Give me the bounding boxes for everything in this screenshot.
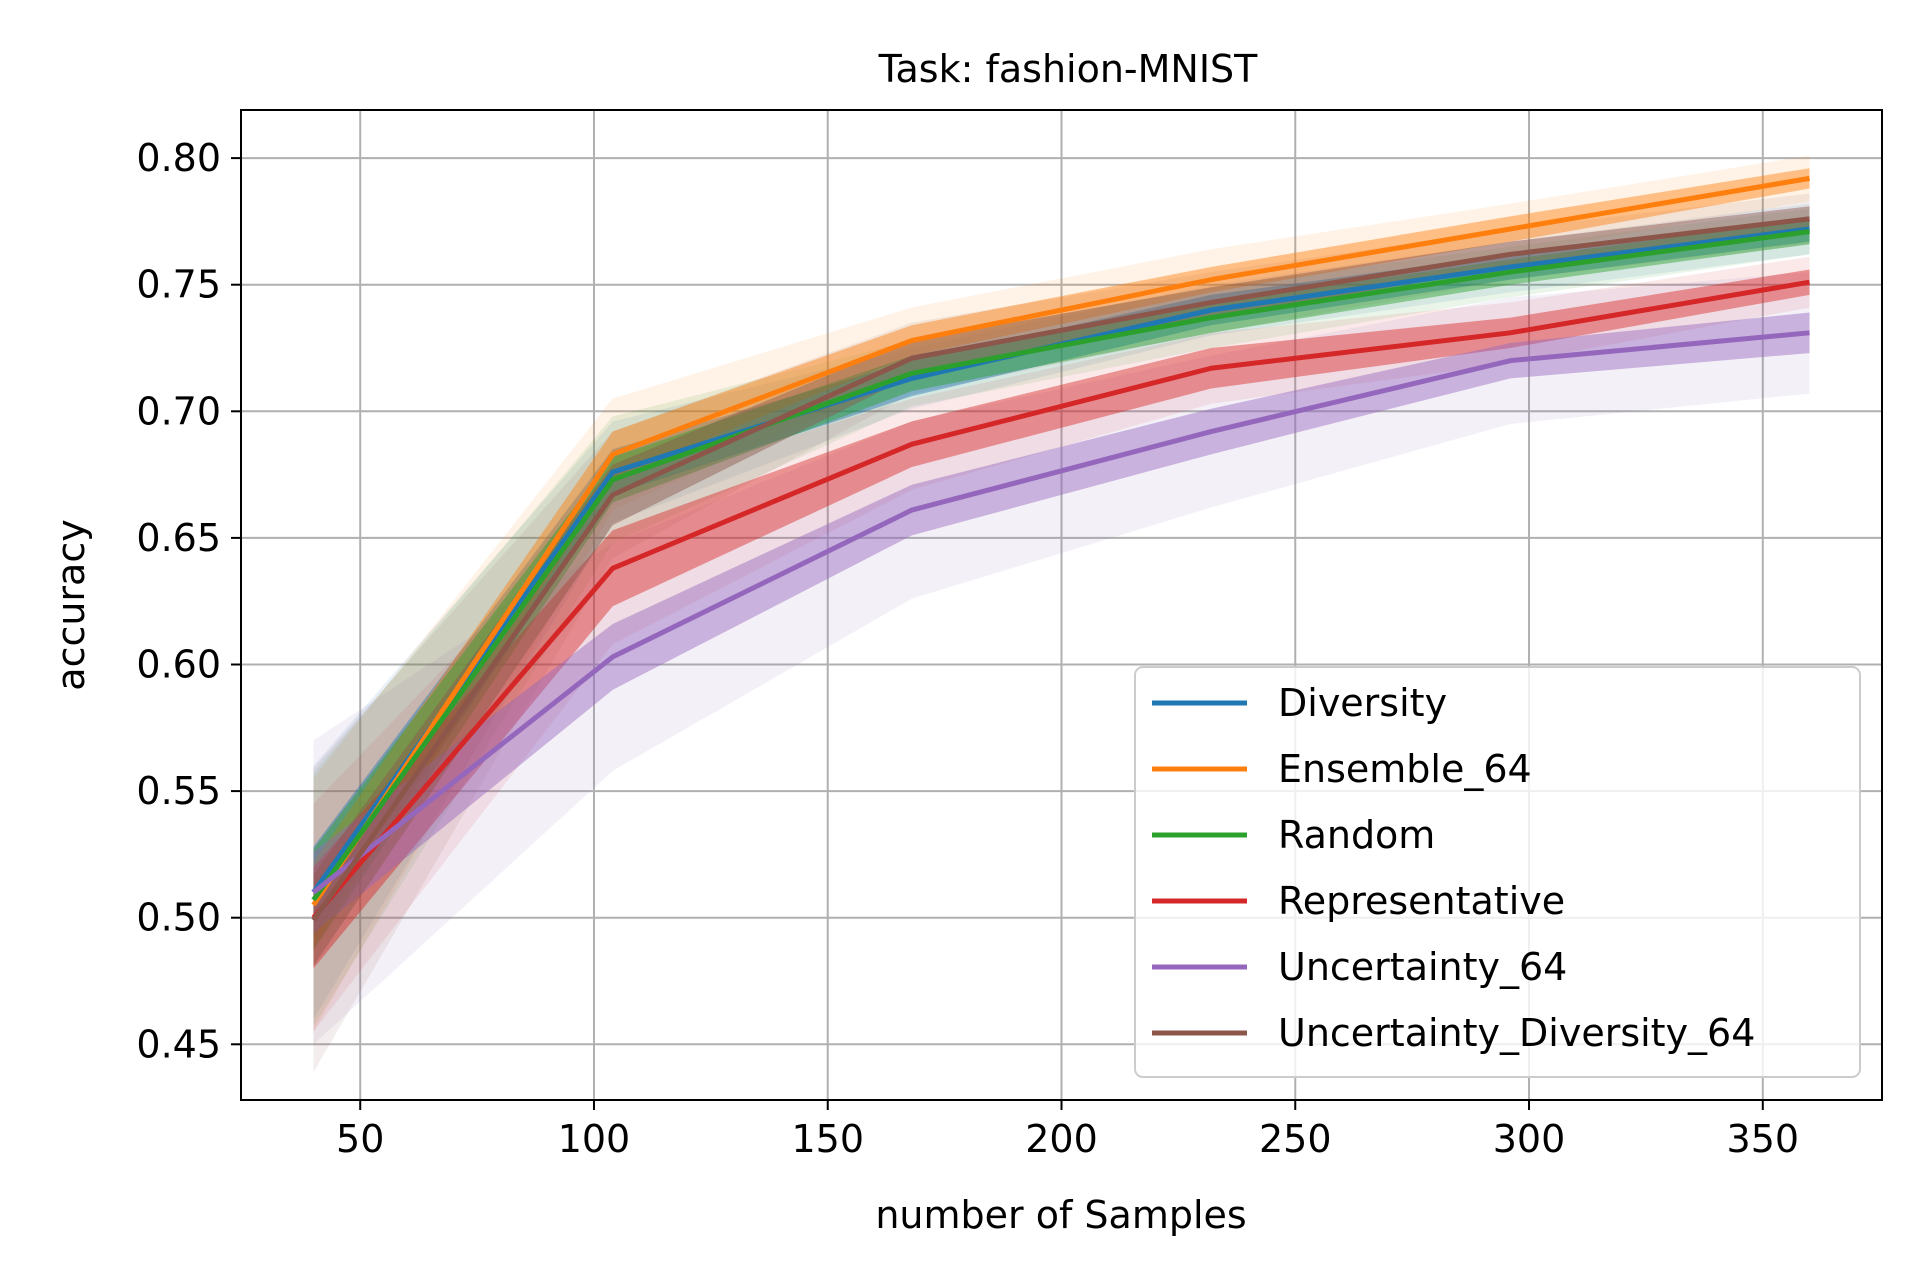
series-line-representative <box>311 279 1810 920</box>
x-tick-label: 300 <box>1493 1117 1566 1161</box>
series-line-uncertainty-diversity-64 <box>311 216 1810 922</box>
y-axis-label: accuracy <box>49 519 93 690</box>
band-outer-uncertainty-diversity-64 <box>313 193 1810 1073</box>
y-tick-label: 0.60 <box>136 643 221 687</box>
x-tick-label: 350 <box>1727 1117 1800 1161</box>
y-tick-label: 0.65 <box>136 516 221 560</box>
band-inner-representative <box>313 269 1810 969</box>
series-line-ensemble-64 <box>311 175 1810 907</box>
band-outer-random <box>313 208 1810 1027</box>
x-tick-label: 50 <box>336 1117 384 1161</box>
y-tick-label: 0.70 <box>136 389 221 433</box>
legend-label-uncertainty-diversity-64: Uncertainty_Diversity_64 <box>1278 1011 1755 1055</box>
y-tick-label: 0.50 <box>136 896 221 940</box>
y-tick-label: 0.45 <box>136 1022 221 1066</box>
legend-label-ensemble-64: Ensemble_64 <box>1278 747 1532 791</box>
x-axis-label: number of Samples <box>875 1193 1246 1237</box>
band-outer-representative <box>313 256 1810 1032</box>
series-lines <box>311 175 1810 922</box>
series-line-random <box>311 229 1810 902</box>
x-tick-label: 150 <box>791 1117 864 1161</box>
band-outer-diversity <box>313 203 1810 1019</box>
chart-title: Task: fashion-MNIST <box>878 47 1259 91</box>
y-tick-label: 0.75 <box>136 263 221 307</box>
legend: Diversity Ensemble_64 Random Representative… <box>1134 666 1861 1078</box>
series-line-uncertainty-64 <box>311 330 1810 895</box>
x-tick-label: 100 <box>558 1117 631 1161</box>
axis-ticks: 50 100 150 200 250 300 350 0.45 0.50 0.55 0.60 0.65… <box>136 136 1799 1161</box>
legend-label-random: Random <box>1278 813 1435 857</box>
legend-label-representative: Representative <box>1278 879 1565 923</box>
y-tick-label: 0.80 <box>136 136 221 180</box>
legend-box <box>1134 666 1861 1078</box>
legend-label-uncertainty-64: Uncertainty_64 <box>1278 945 1567 989</box>
legend-label-diversity: Diversity <box>1278 681 1447 725</box>
x-tick-label: 200 <box>1025 1117 1098 1161</box>
x-tick-label: 250 <box>1259 1117 1332 1161</box>
y-tick-label: 0.55 <box>136 769 221 813</box>
